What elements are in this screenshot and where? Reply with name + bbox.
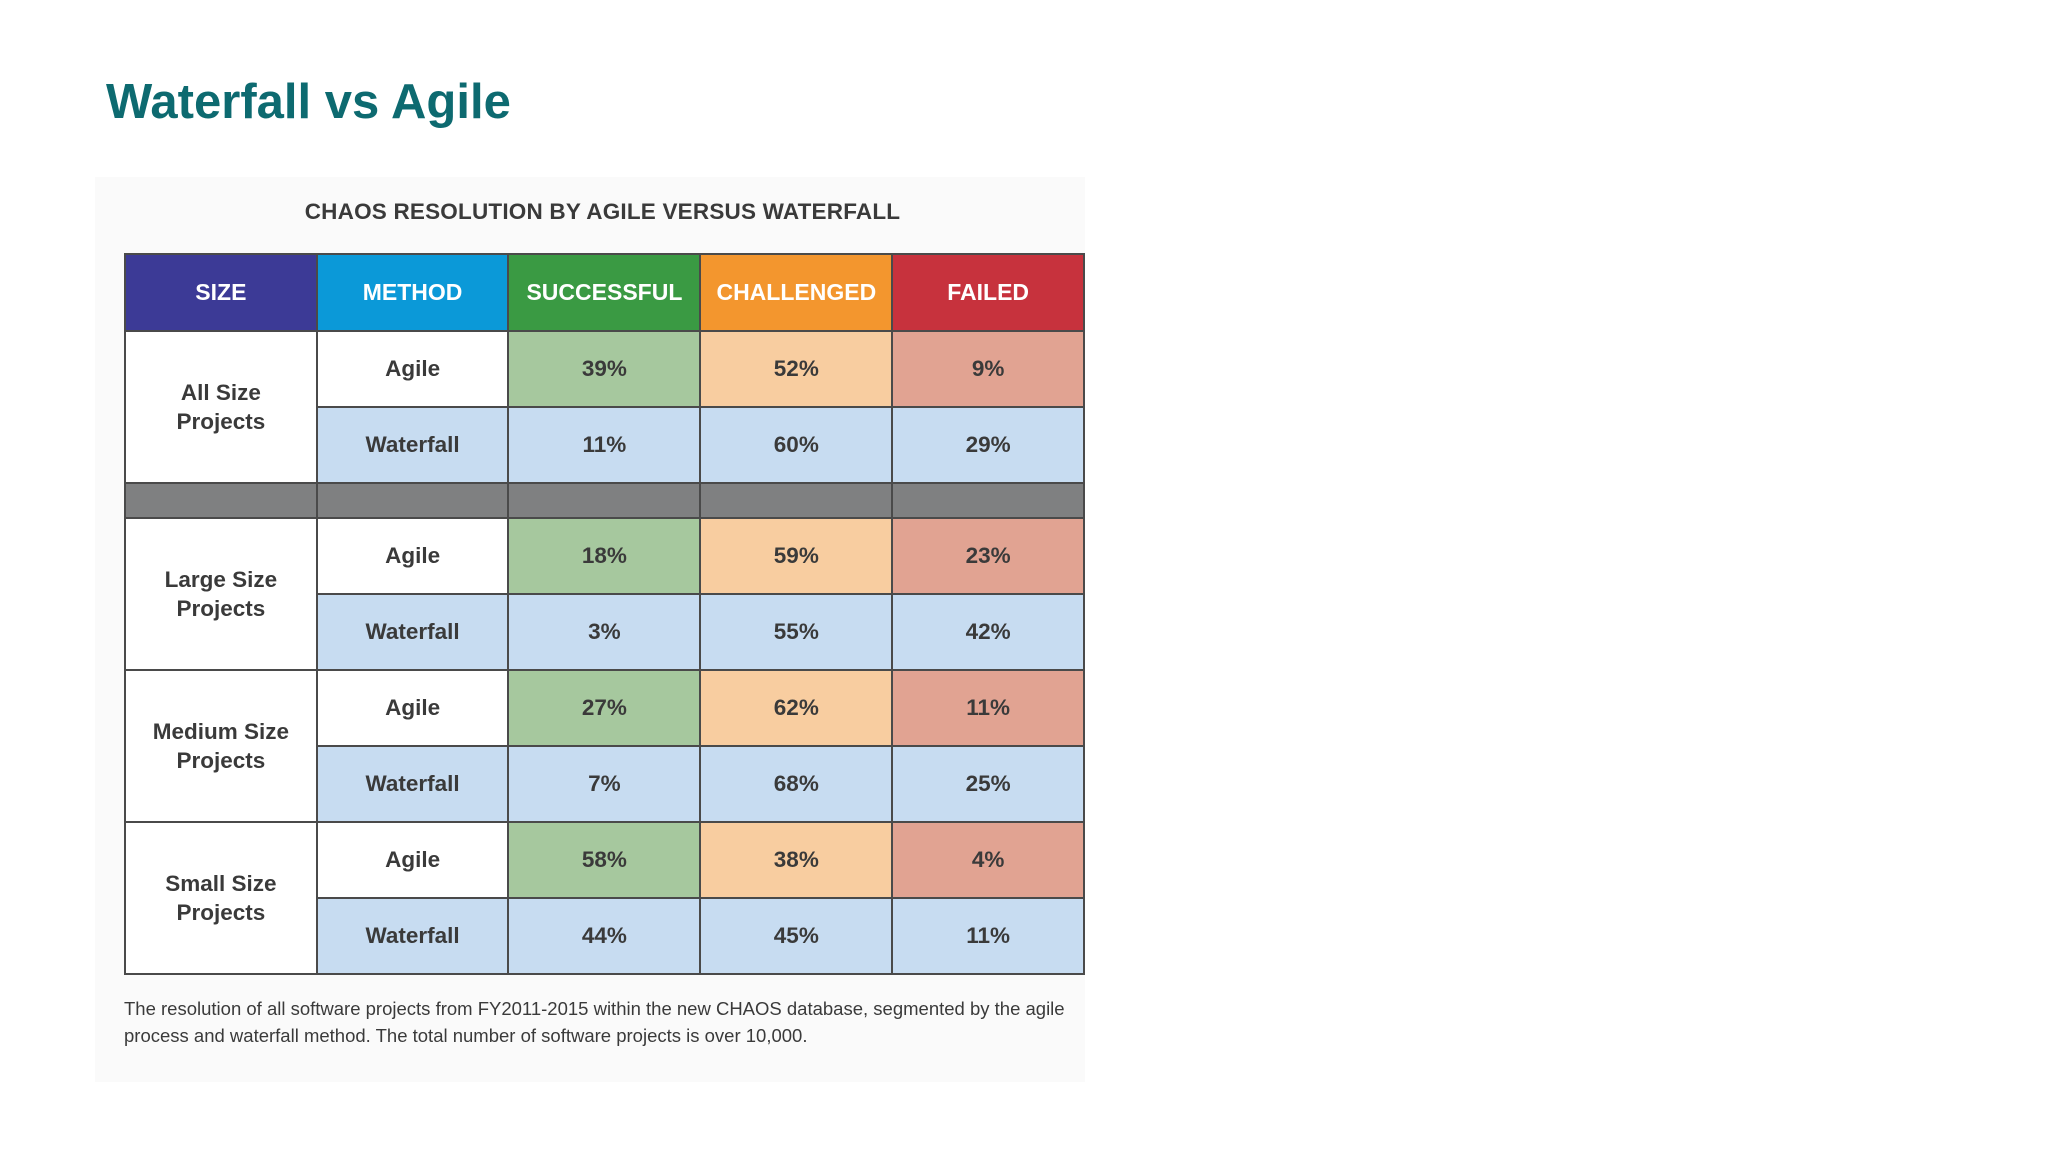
- chaos-table-body: All Size Projects Agile 39% 52% 9% Waterfall 11…: [124, 330, 1085, 975]
- method-cell: Waterfall: [315, 745, 510, 823]
- failed-value-cell: 25%: [891, 745, 1085, 823]
- size-label-line: Projects: [176, 748, 266, 773]
- size-label-line: All Size: [180, 380, 261, 405]
- successful-value-cell: 58%: [507, 821, 702, 899]
- table-row: Medium Size Projects Agile 27% 62% 11%: [124, 669, 1085, 823]
- successful-value-cell: 18%: [507, 517, 702, 595]
- challenged-value-cell: 60%: [699, 406, 894, 484]
- separator-cell: [699, 482, 894, 519]
- challenged-value-cell: 59%: [699, 517, 894, 595]
- failed-value-cell: 11%: [891, 669, 1085, 747]
- failed-value-cell: 4%: [891, 821, 1085, 899]
- table-row: Waterfall 3% 55% 42%: [125, 593, 1085, 671]
- size-label-line: Projects: [176, 409, 266, 434]
- size-cell: Medium Size Projects: [124, 669, 318, 823]
- failed-value-cell: 42%: [891, 593, 1085, 671]
- header-challenged: CHALLENGED: [699, 253, 894, 332]
- table-row: Waterfall 11% 60% 29%: [125, 406, 1085, 484]
- challenged-value-cell: 55%: [699, 593, 894, 671]
- challenged-value-cell: 68%: [699, 745, 894, 823]
- size-label-line: Large Size: [164, 567, 278, 592]
- method-cell: Waterfall: [315, 897, 510, 975]
- size-label-line: Projects: [176, 596, 266, 621]
- successful-value-cell: 7%: [507, 745, 702, 823]
- method-cell: Waterfall: [315, 593, 510, 671]
- separator-cell: [315, 482, 510, 519]
- method-cell: Waterfall: [315, 406, 510, 484]
- failed-value-cell: 9%: [891, 330, 1085, 408]
- size-cell: Large Size Projects: [124, 517, 318, 671]
- size-label-line: Small Size: [165, 871, 277, 896]
- header-size: SIZE: [124, 253, 318, 332]
- size-label-line: Projects: [176, 900, 266, 925]
- method-cell: Agile: [315, 821, 510, 899]
- separator-cell: [124, 482, 318, 519]
- successful-value-cell: 27%: [507, 669, 702, 747]
- header-failed: FAILED: [891, 253, 1085, 332]
- separator-row: [124, 482, 1085, 519]
- method-cell: Agile: [315, 517, 510, 595]
- challenged-value-cell: 45%: [699, 897, 894, 975]
- successful-value-cell: 44%: [507, 897, 702, 975]
- table-row: Large Size Projects Agile 18% 59% 23%: [124, 517, 1085, 671]
- footnote: The resolution of all software projects …: [124, 998, 1065, 1046]
- chaos-figure: CHAOS RESOLUTION BY AGILE VERSUS WATERFA…: [95, 177, 1085, 1082]
- successful-value-cell: 11%: [507, 406, 702, 484]
- table-row: Small Size Projects Agile 58% 38% 4%: [124, 821, 1085, 975]
- challenged-value-cell: 52%: [699, 330, 894, 408]
- header-method: METHOD: [315, 253, 510, 332]
- table-row: Waterfall 7% 68% 25%: [125, 745, 1085, 823]
- chart-title: CHAOS RESOLUTION BY AGILE VERSUS WATERFA…: [304, 199, 901, 224]
- method-cell: Agile: [315, 669, 510, 747]
- successful-value-cell: 39%: [507, 330, 702, 408]
- failed-value-cell: 11%: [891, 897, 1085, 975]
- size-label-line: Medium Size: [152, 719, 289, 744]
- size-cell: Small Size Projects: [124, 821, 318, 975]
- table-row: Waterfall 44% 45% 11%: [125, 897, 1085, 975]
- header-successful: SUCCESSFUL: [507, 253, 702, 332]
- separator-cell: [891, 482, 1085, 519]
- failed-value-cell: 29%: [891, 406, 1085, 484]
- table-row: All Size Projects Agile 39% 52% 9%: [124, 330, 1085, 484]
- method-cell: Agile: [315, 330, 510, 408]
- successful-value-cell: 3%: [507, 593, 702, 671]
- challenged-value-cell: 62%: [699, 669, 894, 747]
- failed-value-cell: 23%: [891, 517, 1085, 595]
- separator-cell: [507, 482, 702, 519]
- size-cell: All Size Projects: [124, 330, 318, 484]
- challenged-value-cell: 38%: [699, 821, 894, 899]
- page-title: Waterfall vs Agile: [106, 75, 511, 129]
- chaos-table: SIZE METHOD SUCCESSFUL CHALLENGED FAILED…: [124, 253, 1085, 975]
